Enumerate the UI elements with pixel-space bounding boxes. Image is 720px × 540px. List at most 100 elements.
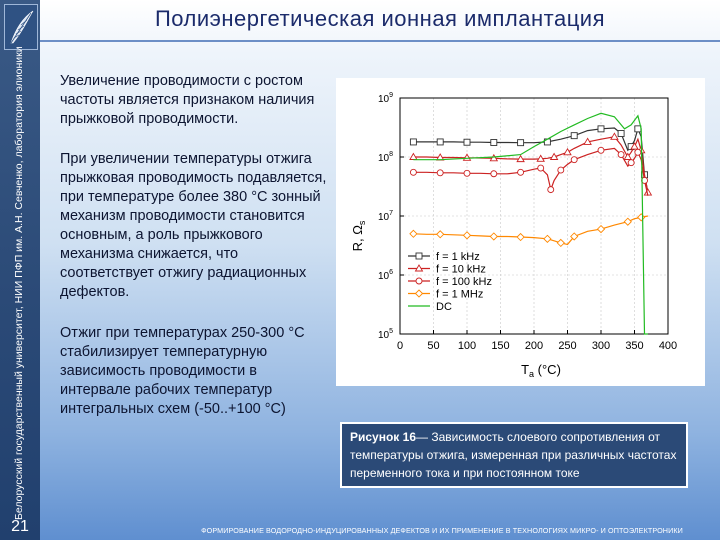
series-point: [556, 238, 565, 248]
feather-icon: [5, 5, 37, 49]
y-tick-label: 106: [378, 269, 393, 282]
chart-svg: 0 50 100 150 200 250 300 350 400109108107106105 …: [350, 92, 677, 379]
y-tick-exponent: 7: [389, 210, 393, 217]
y-tick-label: 109: [378, 92, 393, 105]
x-axis-label-sub: a: [529, 369, 534, 379]
sidebar: Белорусский государственный университет,…: [0, 0, 40, 540]
series-point: [537, 164, 545, 172]
series-point: [436, 169, 444, 177]
legend-label: f = 100 kHz: [436, 276, 492, 288]
series-point: [409, 229, 418, 238]
resistance-chart: 0 50 100 150 200 250 300 350 400 109 108 107 106 105 …: [336, 78, 705, 386]
legend-label: DC: [436, 301, 452, 313]
y-tick-exponent: 6: [389, 269, 393, 276]
y-tick-label: 108: [378, 151, 393, 164]
series-point: [557, 166, 565, 174]
legend-marker: [414, 289, 424, 298]
university-logo: [4, 4, 38, 50]
series-point: [563, 147, 572, 156]
series-point: [517, 168, 525, 176]
series-point: [409, 138, 417, 146]
x-tick-label: 200: [525, 340, 543, 352]
series-point: [549, 152, 559, 160]
series-point: [597, 146, 605, 154]
series-point: [536, 154, 545, 162]
x-tick-label: 250: [558, 340, 576, 352]
caption-label: Рисунок 16: [350, 430, 416, 444]
y-axis-label: R, Ωs: [350, 220, 367, 251]
series-point: [637, 213, 646, 222]
series-point: [490, 139, 498, 146]
x-tick-label: 0: [397, 340, 403, 352]
vertical-institution-text: Белорусский государственный университет,…: [13, 46, 25, 520]
legend-marker: [415, 277, 423, 285]
paragraph-annealing-stabilization: Отжиг при температурах 250-300 °С стабил…: [60, 325, 305, 417]
legend-label: f = 1 kHz: [436, 251, 480, 263]
series-point: [623, 152, 633, 160]
series-0: [409, 125, 649, 193]
x-tick-label: 150: [491, 340, 509, 352]
series-point: [463, 138, 471, 146]
series-point: [617, 130, 625, 137]
y-tick-exponent: 5: [389, 328, 393, 335]
y-tick-exponent: 8: [389, 151, 393, 158]
x-axis-label-unit: (°C): [534, 362, 561, 377]
x-tick-label: 50: [427, 340, 439, 352]
series-point: [597, 125, 605, 133]
series-point: [489, 153, 499, 162]
series-point: [409, 152, 418, 160]
paragraph-hopping-conductivity: Увеличение проводимости с ростом частоты…: [60, 73, 315, 127]
x-tick-label: 300: [592, 340, 610, 352]
x-axis-label: Ta (°C): [521, 362, 561, 379]
y-tick-label: 105: [378, 328, 393, 341]
series-point: [490, 170, 498, 178]
footer-text: ФОРМИРОВАНИЕ ВОДОРОДНО-ИНДУЦИРОВАННЫХ ДЕ…: [201, 526, 683, 535]
series-point: [462, 231, 472, 240]
legend-marker: [415, 252, 423, 260]
caption-text: — Зависимость слоевого сопротивления от …: [350, 430, 677, 480]
series-point: [436, 138, 444, 146]
series-point: [463, 169, 471, 177]
series-point: [570, 156, 578, 164]
series-point: [623, 217, 632, 226]
x-tick-label: 400: [659, 340, 677, 352]
paragraph-annealing-temperature: При увеличении температуры отжига прыжко…: [60, 151, 327, 300]
series-line: [413, 136, 649, 193]
page-number: 21: [11, 518, 29, 535]
series-point: [489, 232, 498, 241]
series-line: [413, 112, 648, 335]
series-point: [516, 154, 525, 163]
series-line: [413, 215, 649, 246]
series-point: [570, 132, 578, 140]
series-line: [413, 147, 649, 196]
series-point: [517, 139, 525, 147]
x-tick-label: 100: [458, 340, 476, 352]
chart-ticks: 0 50 100 150 200 250 300 350 400 109 108 107 106 105: [378, 92, 677, 352]
legend-label: f = 1 MHz: [436, 289, 483, 301]
slide-title: Полиэнергетическая ионная имплантация: [154, 6, 605, 31]
chart-series: [409, 112, 653, 335]
series-2: [409, 146, 649, 196]
series-point: [634, 148, 642, 156]
series-point: [630, 142, 639, 150]
series-point: [634, 125, 642, 133]
series-3: [409, 213, 649, 248]
y-tick-label: 107: [378, 210, 393, 223]
series-point: [547, 186, 555, 194]
series-point: [570, 232, 579, 241]
title-divider: [40, 40, 720, 42]
series-point: [436, 230, 445, 239]
y-tick-exponent: 9: [389, 92, 393, 99]
series-point: [583, 137, 592, 145]
series-point: [543, 234, 552, 243]
legend-marker: [414, 264, 424, 272]
series-4: [413, 112, 648, 335]
figure-caption: Рисунок 16— Зависимость слоевого сопроти…: [340, 422, 688, 488]
series-point: [409, 168, 417, 176]
series-point: [596, 224, 606, 234]
x-tick-label: 350: [625, 340, 643, 352]
legend-label: f = 10 kHz: [436, 264, 486, 276]
series-point: [516, 232, 525, 242]
y-axis-label-sub: s: [357, 220, 367, 225]
